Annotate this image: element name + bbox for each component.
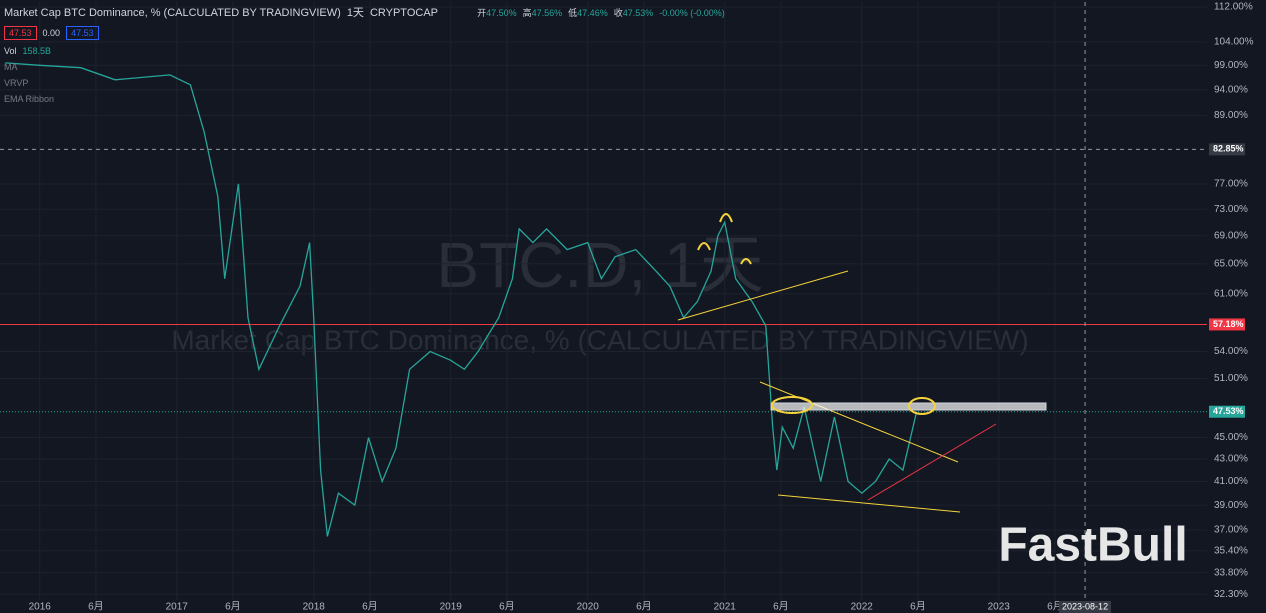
y-tick-label: 65.00% [1214,259,1248,270]
price-tag-label: 57.18% [1213,319,1244,329]
y-tick-label: 54.00% [1214,346,1248,357]
spread: 0.00 [42,28,61,38]
indicator[interactable]: VRVP [4,78,29,88]
y-tick-label: 35.40% [1214,545,1248,556]
x-tick-label: 2020 [577,602,600,613]
volume-label: Vol [4,46,17,56]
y-tick-label: 43.00% [1214,454,1248,465]
trendline [777,494,961,513]
x-tick-label: 2016 [29,602,52,613]
y-tick-label: 51.00% [1214,373,1248,384]
price-tag-label: 47.53% [1213,406,1244,416]
y-tick-label: 33.80% [1214,567,1248,578]
x-tick-label: 2018 [303,602,326,613]
x-tick-label: 2017 [166,602,189,613]
title: Market Cap BTC Dominance, % (CALCULATED … [4,7,341,19]
x-tick-label: 6月 [1047,601,1063,613]
exchange: CRYPTOCAP [369,7,438,19]
ohlc-value: 47.50% [486,8,517,18]
y-tick-label: 39.00% [1214,500,1248,511]
x-tick-label: 6月 [773,601,789,613]
indicator[interactable]: EMA Ribbon [4,94,55,104]
x-tick-label: 6月 [910,601,926,613]
highlight [908,397,936,415]
y-tick-label: 89.00% [1214,110,1248,121]
ohlc-value: 47.53% [622,8,654,18]
watermark: Market Cap BTC Dominance, % (CALCULATED … [171,324,1028,355]
ohlc-value: 47.56% [531,8,563,18]
sell-box[interactable]: 47.53 [4,26,37,40]
trendline [677,270,849,321]
y-tick-label: 45.00% [1214,432,1248,443]
x-tick-label: 2021 [714,602,737,613]
crosshair-x-label: 2023-08-12 [1062,601,1108,611]
x-tick-label: 6月 [362,601,378,613]
x-tick-label: 6月 [88,601,104,613]
indicator[interactable]: MA [4,62,18,72]
y-tick-label: 104.00% [1214,37,1254,48]
y-tick-label: 73.00% [1214,204,1248,215]
volume-value: 158.5B [22,46,52,56]
ohlc-value: -0.00% (-0.00%) [659,8,725,18]
y-tick-label: 61.00% [1214,289,1248,300]
crosshair-tag [1209,143,1245,156]
ohlc-value: 47.46% [577,8,608,18]
crosshair-tag [1059,601,1112,613]
price-tag [1209,318,1245,331]
highlight [771,396,813,414]
watermark: BTC.D, 1天 [436,229,763,301]
axis-bg [1207,0,1266,613]
header: Market Cap BTC Dominance, % (CALCULATED … [4,4,737,104]
y-tick-label: 37.00% [1214,525,1248,536]
y-tick-label: 99.00% [1214,60,1248,71]
ohlc-label: 收 [613,8,623,18]
y-tick-label: 69.00% [1214,230,1248,241]
ohlc-label: 开 [477,8,487,18]
y-tick-label: 41.00% [1214,476,1248,487]
y-tick-label: 94.00% [1214,84,1248,95]
x-tick-label: 6月 [499,601,515,613]
brand: FastBull [998,519,1187,572]
head-marks [697,213,752,265]
x-tick-label: 2022 [851,602,874,613]
x-tick-label: 2019 [440,602,463,613]
trendline [867,423,997,501]
price-tag [1209,405,1245,418]
interval: 1天 [346,7,364,19]
annotations [677,213,1047,513]
crosshair-y-label: 82.85% [1213,144,1244,154]
trendline [759,381,959,463]
buy-box[interactable]: 47.53 [66,26,99,40]
y-tick-label: 77.00% [1214,179,1248,190]
x-tick-label: 6月 [636,601,652,613]
ohlc-label: 高 [522,8,532,18]
x-tick-label: 6月 [225,601,241,613]
price-line-series [5,62,918,537]
x-tick-label: 2023 [988,602,1011,613]
ohlc-label: 低 [568,8,578,18]
y-tick-label: 32.30% [1214,589,1248,600]
y-tick-label: 112.00% [1214,2,1253,13]
